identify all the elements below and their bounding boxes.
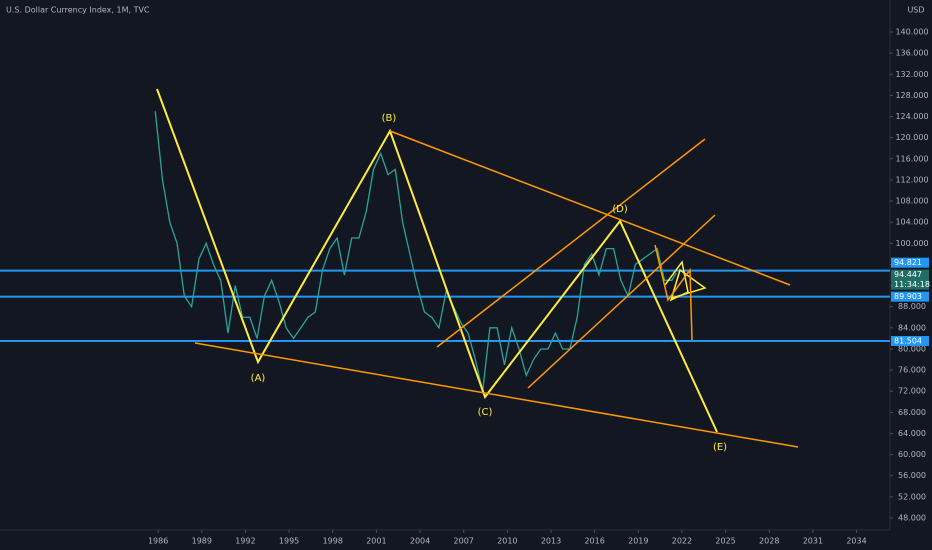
x-tick-label: 2031 [803, 537, 823, 546]
wave-line [156, 88, 718, 433]
y-tick-label: 60.000 [898, 450, 926, 459]
x-tick-label: 2025 [715, 537, 735, 546]
y-tick-label: 52.000 [898, 492, 926, 501]
x-tick-label: 1998 [323, 537, 343, 546]
y-tick-label: 116.000 [895, 154, 928, 163]
x-tick-label: 1995 [279, 537, 299, 546]
y-tick-label: 136.000 [895, 49, 928, 58]
x-tick-label: 2034 [846, 537, 866, 546]
y-tick-label: 48.000 [898, 514, 926, 523]
y-tick-label: 68.000 [898, 408, 926, 417]
price-tag-label: 94.821 [894, 258, 922, 267]
x-tick-label: 2028 [759, 537, 779, 546]
wave-label: (D) [612, 204, 628, 215]
y-tick-label: 104.000 [895, 218, 928, 227]
x-tick-label: 2016 [584, 537, 604, 546]
y-tick-label: 80.000 [898, 344, 926, 353]
y-tick-label: 88.000 [898, 302, 926, 311]
wave-label: (C) [478, 407, 493, 418]
y-tick-label: 120.000 [895, 133, 928, 142]
y-tick-label: 72.000 [898, 387, 926, 396]
last-price-tag [891, 269, 929, 290]
channel-line [436, 138, 706, 348]
y-tick-label: 100.000 [895, 239, 928, 248]
y-tick-label: 64.000 [898, 429, 926, 438]
price-tag-label: 81.504 [894, 337, 922, 346]
last-price-label: 94.447 [894, 270, 922, 279]
y-tick-label: 128.000 [895, 91, 928, 100]
x-tick-label: 2001 [366, 537, 386, 546]
currency: USD [907, 6, 924, 15]
x-tick-label: 2007 [454, 537, 474, 546]
price-line [154, 111, 677, 392]
x-tick-label: 1986 [148, 537, 168, 546]
price-tag-label: 89.903 [894, 292, 922, 301]
drawings [156, 88, 799, 448]
y-tick-label: 84.000 [898, 323, 926, 332]
countdown: 11:34:18 [894, 280, 930, 289]
y-tick-label: 124.000 [895, 112, 928, 121]
support-line [194, 342, 799, 448]
x-tick-label: 2022 [672, 537, 692, 546]
y-tick-label: 76.000 [898, 366, 926, 375]
y-tick-label: 112.000 [895, 175, 928, 184]
wave-detail [654, 244, 693, 341]
wave-detail [664, 260, 707, 302]
resistance-line [389, 130, 791, 286]
x-tick-label: 2019 [628, 537, 648, 546]
y-tick-label: 132.000 [895, 70, 928, 79]
price-tag [891, 336, 929, 347]
price-tag [891, 257, 929, 268]
wave-label: (A) [251, 373, 266, 384]
y-tick-label: 56.000 [898, 471, 926, 480]
x-tick-label: 1989 [192, 537, 212, 546]
wave-label: (B) [382, 113, 397, 124]
x-tick-label: 1992 [235, 537, 255, 546]
y-tick-label: 140.000 [895, 28, 928, 37]
channel-line [527, 214, 716, 389]
y-tick-label: 108.000 [895, 197, 928, 206]
wave-label: (E) [713, 442, 727, 453]
price-tag [891, 291, 929, 302]
x-tick-label: 2010 [497, 537, 517, 546]
chart-title: U.S. Dollar Currency Index, 1M, TVC [6, 6, 150, 15]
x-tick-label: 2004 [410, 537, 430, 546]
x-tick-label: 2013 [541, 537, 561, 546]
